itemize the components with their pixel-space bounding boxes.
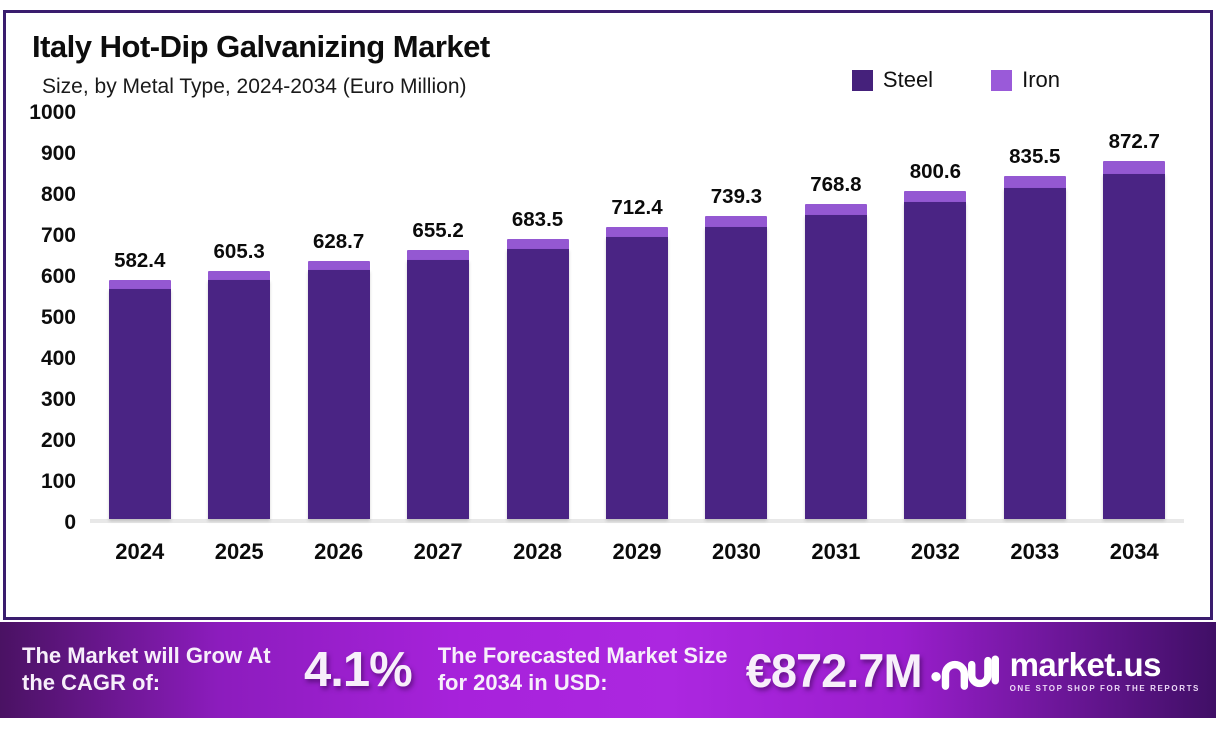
bar-segment-iron <box>605 226 668 238</box>
bar-segment-steel <box>506 248 569 519</box>
bar-column-2032: 800.6 <box>886 160 984 519</box>
bar-segment-iron <box>307 261 370 271</box>
bar-segment-steel <box>1003 188 1066 519</box>
bar-segment-steel <box>208 279 271 519</box>
chart-title: Italy Hot-Dip Galvanizing Market <box>32 29 490 64</box>
x-tick-label: 2034 <box>1109 539 1159 564</box>
legend-item-iron: Iron <box>991 67 1060 93</box>
chart-area: 0 100 200 300 400 500 600 700 800 900 1000 582.4 60… <box>6 101 1210 534</box>
bar-segment-iron <box>705 215 768 227</box>
bar-column-2029: 712.4 <box>588 196 686 519</box>
x-tick-label: 2029 <box>612 539 662 564</box>
x-tick-label: 2024 <box>115 539 165 564</box>
y-tick-label: 200 <box>40 429 76 452</box>
cagr-value: 4.1% <box>304 643 413 697</box>
bar-segment-steel <box>804 214 867 519</box>
bars-container: 582.4 605.3 628.7 655.2 683.5 712.4 739.3 768.8… <box>90 113 1184 523</box>
bar-segment-steel <box>407 259 470 519</box>
bar-segment-steel <box>605 237 668 519</box>
marketus-logo-icon <box>930 655 999 690</box>
brand-text: market.us ONE STOP SHOP FOR THE REPORTS <box>1010 648 1200 693</box>
bar-column-2034: 872.7 <box>1085 130 1183 519</box>
bar-value-label: 872.7 <box>1108 130 1160 154</box>
bar-segment-iron <box>804 203 867 215</box>
bar-segment-steel <box>108 288 171 519</box>
bar-column-2027: 655.2 <box>389 219 487 519</box>
y-tick-label: 900 <box>40 142 76 165</box>
bar-segment-steel <box>307 270 370 519</box>
bar-segment-iron <box>108 280 171 289</box>
bar-segment-steel <box>1103 173 1166 519</box>
bar-value-label: 683.5 <box>511 207 564 231</box>
y-tick-label: 400 <box>40 347 76 370</box>
legend: Steel Iron <box>851 67 1060 93</box>
y-tick-label: 600 <box>40 265 76 288</box>
y-axis: 0 100 200 300 400 500 600 700 800 900 1000 <box>6 101 90 534</box>
x-tick-label: 2032 <box>910 539 960 564</box>
bar-segment-steel <box>904 202 967 519</box>
bar-column-2028: 683.5 <box>488 208 586 519</box>
bar-segment-iron <box>904 190 967 203</box>
chart-subtitle: Size, by Metal Type, 2024-2034 (Euro Mil… <box>42 75 467 98</box>
y-tick-label: 300 <box>40 388 76 411</box>
bar-value-label: 800.6 <box>909 159 961 183</box>
bar-value-label: 739.3 <box>710 184 763 208</box>
x-tick-label: 2025 <box>214 539 264 564</box>
chart-header: Italy Hot-Dip Galvanizing Market Size, b… <box>6 13 1210 99</box>
legend-item-steel: Steel <box>851 67 934 93</box>
bar-segment-iron <box>506 238 569 249</box>
brand-tagline: ONE STOP SHOP FOR THE REPORTS <box>1009 683 1200 693</box>
bar-segment-steel <box>705 226 768 519</box>
x-tick-label: 2028 <box>513 539 563 564</box>
bar-segment-iron <box>1003 176 1066 189</box>
y-tick-label: 100 <box>40 470 76 493</box>
y-tick-label: 800 <box>40 183 76 206</box>
x-axis: 2024 2025 2026 2027 2028 2029 2030 2031 2032 2033… <box>90 539 1184 565</box>
cagr-label: The Market will Grow At the CAGR of: <box>22 643 271 695</box>
y-tick-label: 700 <box>40 224 76 247</box>
brand-lockup: market.us ONE STOP SHOP FOR THE REPORTS <box>930 646 1200 694</box>
bar-value-label: 835.5 <box>1009 145 1061 169</box>
x-tick-label: 2027 <box>413 539 463 564</box>
bar-value-label: 712.4 <box>611 195 663 219</box>
x-tick-label: 2030 <box>711 539 761 564</box>
bar-segment-iron <box>407 250 470 260</box>
bar-column-2025: 605.3 <box>190 240 288 519</box>
y-tick-label: 500 <box>40 306 76 329</box>
bar-column-2031: 768.8 <box>787 173 885 519</box>
bar-value-label: 628.7 <box>312 230 365 254</box>
bar-value-label: 582.4 <box>114 249 166 273</box>
bar-value-label: 655.2 <box>412 219 464 243</box>
bar-column-2030: 739.3 <box>687 185 785 519</box>
legend-swatch-iron <box>991 69 1013 91</box>
bar-value-label: 768.8 <box>810 172 862 196</box>
brand-name: market.us <box>1009 645 1162 683</box>
bar-column-2024: 582.4 <box>91 249 189 519</box>
y-tick-label: 0 <box>64 511 76 534</box>
x-tick-label: 2033 <box>1010 539 1060 564</box>
bar-segment-iron <box>1103 161 1166 174</box>
x-tick-label: 2026 <box>314 539 364 564</box>
forecast-value: €872.7M <box>745 643 923 697</box>
legend-swatch-steel <box>851 69 873 91</box>
forecast-label: The Forecasted Market Size for 2034 in U… <box>437 643 728 695</box>
bar-column-2033: 835.5 <box>986 145 1084 519</box>
bar-value-label: 605.3 <box>213 239 265 263</box>
chart-card: Italy Hot-Dip Galvanizing Market Size, b… <box>3 10 1213 620</box>
x-tick-label: 2031 <box>811 539 861 564</box>
y-tick-label: 1000 <box>29 101 76 124</box>
legend-label: Iron <box>1022 67 1060 92</box>
bar-column-2026: 628.7 <box>289 230 387 519</box>
legend-label: Steel <box>882 67 934 92</box>
footer-banner: The Market will Grow At the CAGR of: 4.1… <box>0 622 1216 718</box>
bar-segment-iron <box>208 270 271 280</box>
